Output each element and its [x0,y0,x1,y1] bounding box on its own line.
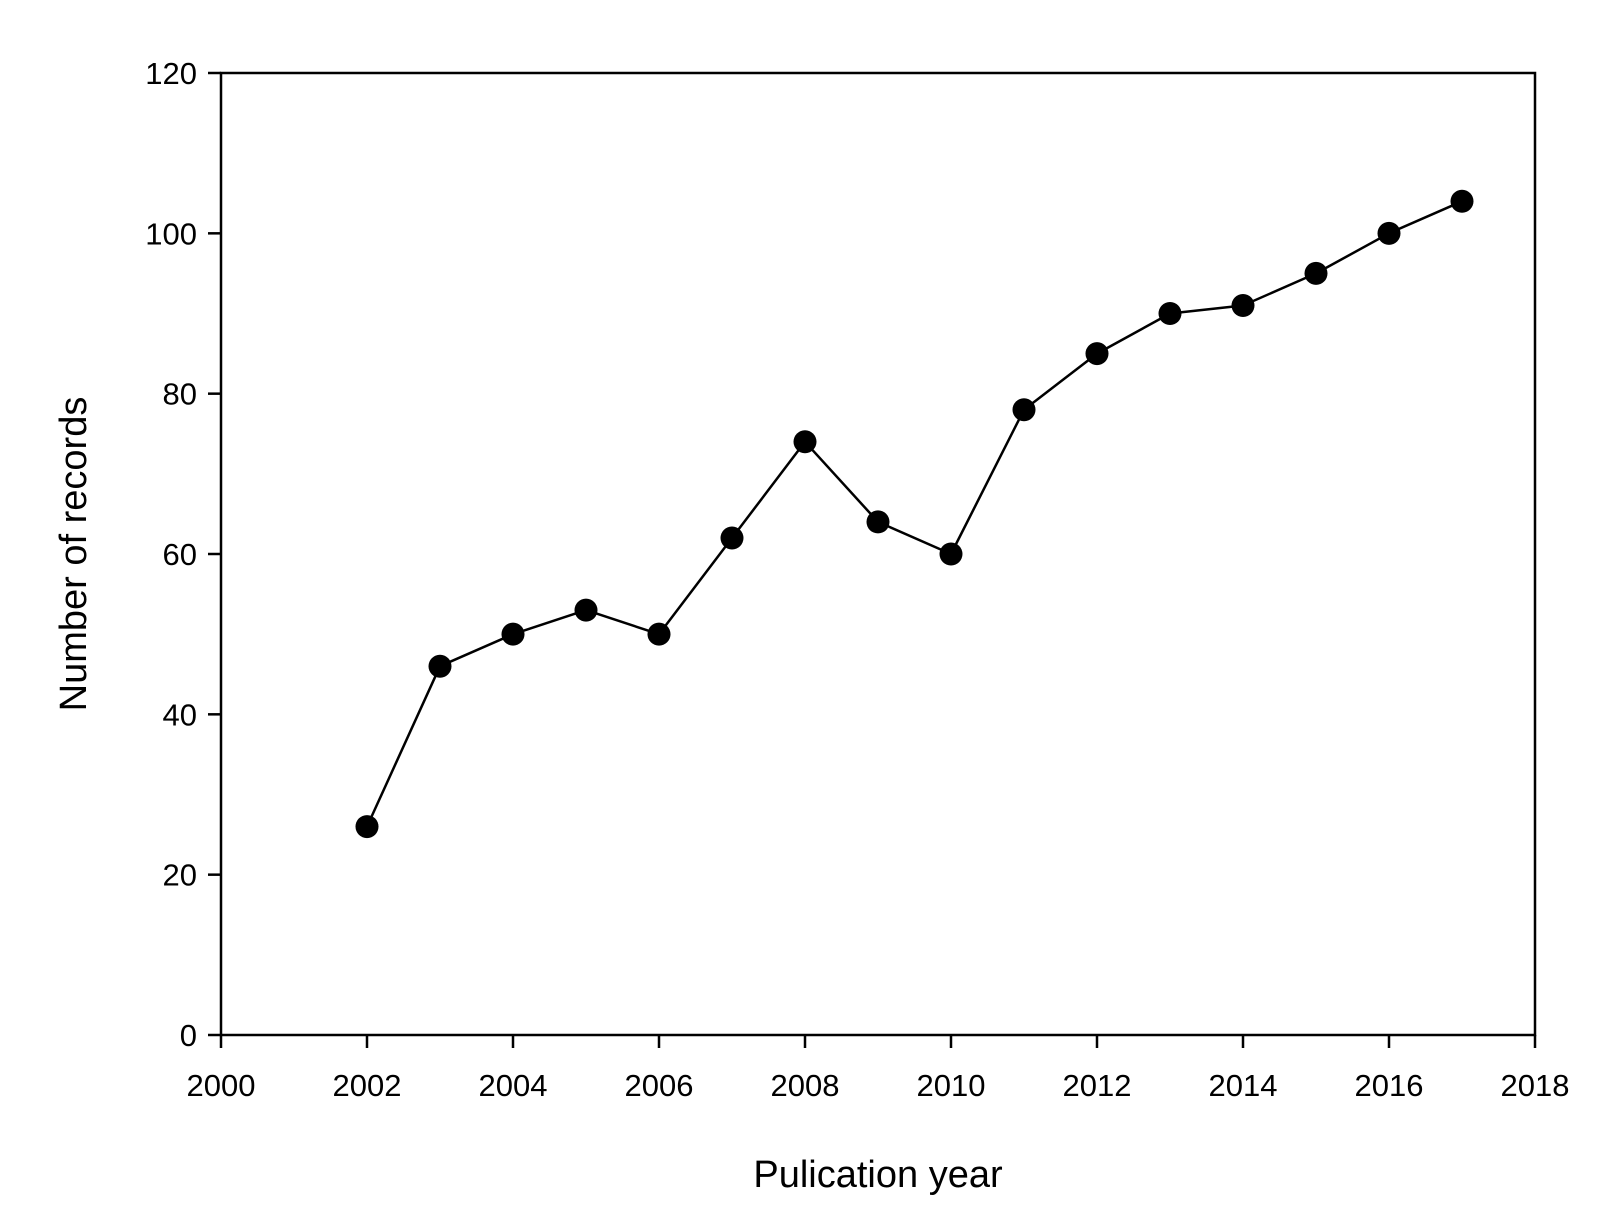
x-tick-label: 2002 [333,1068,402,1103]
y-tick-label: 60 [163,537,197,572]
x-tick-label: 2008 [771,1068,840,1103]
x-tick-label: 2018 [1501,1068,1570,1103]
x-tick-label: 2006 [625,1068,694,1103]
x-tick-label: 2004 [479,1068,548,1103]
data-point [866,510,890,534]
data-point [939,542,963,566]
y-tick-label: 80 [163,377,197,412]
data-point [1304,261,1328,285]
x-tick-label: 2010 [917,1068,986,1103]
data-point [1231,293,1255,317]
data-point [720,526,744,550]
data-point [647,622,671,646]
x-tick-label: 2000 [187,1068,256,1103]
data-point [1158,302,1182,325]
data-point [1377,221,1401,245]
data-point [574,598,598,622]
x-tick-label: 2016 [1355,1068,1424,1103]
y-tick-label: 120 [145,56,197,91]
y-tick-label: 20 [163,858,197,893]
data-point [355,815,379,839]
series-line [365,200,1463,828]
data-point [1012,398,1036,422]
data-point [501,622,525,646]
data-point [1450,189,1474,213]
x-tick-label: 2012 [1063,1068,1132,1103]
y-tick-label: 100 [145,216,197,251]
plot-frame [219,71,1537,1037]
y-tick-label: 0 [180,1018,197,1053]
data-point [1085,342,1109,366]
x-axis-title: Pulication year [753,1154,1003,1196]
x-axis: 2000 2002 2004 2006 2008 2010 2012 2014 2016 2018 [187,1035,1570,1103]
y-axis: 0 20 40 60 80 100 120 [145,56,221,1053]
series-layer [355,189,1474,839]
x-tick-label: 2014 [1209,1068,1278,1103]
data-point [428,654,452,678]
data-point [793,430,817,454]
y-tick-label: 40 [163,697,197,732]
y-axis-title: Number of records [53,397,95,712]
